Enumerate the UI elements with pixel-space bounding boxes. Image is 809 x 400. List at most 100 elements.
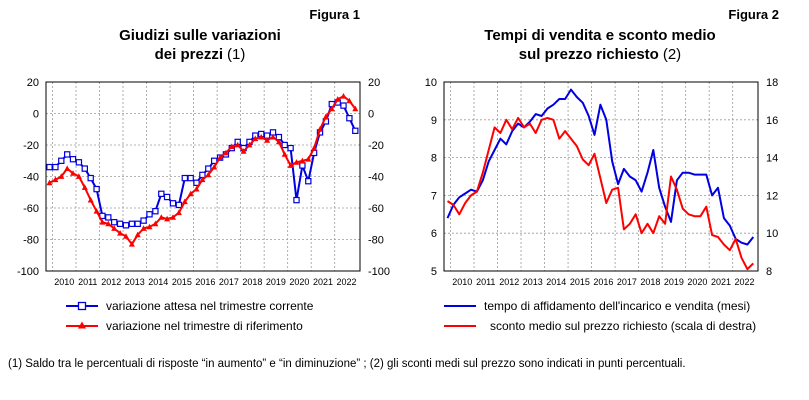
figure-1-y-axis-left-ticks: 20 0 -20 -40 -60 -80 -100 (17, 77, 39, 278)
data-point-triangle (111, 225, 118, 231)
data-point-triangle (352, 105, 359, 112)
x-tick-label: 2011 (78, 277, 97, 287)
figure-1-plot-frame (45, 81, 361, 272)
data-point-triangle (222, 149, 229, 156)
data-point-triangle (81, 184, 88, 190)
data-point-triangle (158, 214, 165, 220)
data-point-triangle (58, 173, 65, 179)
data-point-square (163, 193, 171, 201)
figure-1: Figura 1 Giudizi sulle variazioni dei pr… (17, 7, 390, 333)
data-point-square (58, 157, 65, 164)
data-point-triangle (175, 209, 182, 216)
data-point-square (52, 163, 59, 171)
x-tick-label: 2019 (664, 277, 684, 287)
x-tick-label: 2014 (546, 277, 566, 287)
x-tick-label: 2020 (687, 277, 707, 287)
data-point-square (211, 157, 218, 164)
data-point-square (175, 201, 183, 209)
x-tick-label: 2010 (54, 277, 74, 287)
x-tick-label: 2021 (711, 277, 731, 287)
figure-2-title-note: (2) (663, 46, 681, 63)
x-tick-label: 2019 (266, 277, 286, 287)
data-point-triangle (328, 105, 335, 112)
data-point-square (146, 211, 153, 218)
y-tick-left: 10 (425, 77, 437, 89)
data-point-triangle (123, 233, 129, 239)
data-point-square (46, 163, 53, 171)
data-point-triangle (293, 159, 300, 165)
y-tick-right: 8 (766, 266, 772, 278)
y-tick-left: -100 (17, 266, 39, 278)
y-tick-right: 10 (766, 228, 778, 240)
data-point-triangle (317, 126, 323, 132)
data-point-triangle (258, 133, 265, 140)
data-point-square (69, 156, 77, 163)
figure-1-x-axis-ticks: 2010 2011 2012 2013 2014 2015 2016 2017 2018 2019… (54, 277, 356, 287)
figure-2-series (446, 88, 755, 271)
data-point-triangle (240, 148, 247, 154)
figure-1-gridlines (46, 82, 360, 271)
series-line-red (49, 95, 357, 246)
data-point-triangle (281, 151, 288, 157)
x-tick-label: 2022 (734, 277, 754, 287)
data-point-square (93, 185, 100, 193)
x-tick-label: 2013 (523, 277, 543, 287)
y-tick-left: 6 (431, 228, 437, 240)
data-point-triangle (64, 165, 71, 171)
x-tick-label: 2016 (593, 277, 613, 287)
data-point-triangle (93, 208, 100, 214)
data-point-triangle (164, 215, 171, 222)
data-point-triangle (181, 198, 188, 205)
y-tick-right: 16 (766, 115, 778, 127)
y-tick-left: 5 (431, 266, 437, 278)
data-point-triangle (128, 241, 135, 247)
data-point-square (105, 214, 112, 221)
x-tick-label: 2018 (242, 277, 262, 287)
y-tick-left: -20 (23, 140, 39, 152)
figure-1-title-line2: dei prezzi (1) (155, 46, 246, 63)
x-tick-label: 2011 (476, 277, 495, 287)
data-point-square (287, 144, 294, 152)
x-tick-label: 2017 (617, 277, 637, 287)
x-tick-label: 2013 (125, 277, 145, 287)
series-line-blue (446, 88, 755, 246)
data-point-square (128, 220, 136, 227)
figure-1-title-line1: Giudizi sulle variazioni (119, 27, 281, 44)
x-tick-label: 2012 (499, 277, 519, 287)
data-point-square (193, 179, 200, 186)
data-point-square (116, 220, 124, 227)
y-tick-left: -60 (23, 203, 39, 215)
figure-1-legend: variazione attesa nel trimestre corrente… (66, 299, 314, 333)
legend-triangle-marker-icon (78, 321, 86, 329)
y-tick-right: 20 (368, 77, 380, 89)
data-point-triangle (340, 93, 347, 99)
data-point-triangle (205, 171, 212, 178)
data-point-triangle (140, 225, 147, 231)
data-point-triangle (252, 135, 259, 142)
figure-2-y-axis-right-ticks: 18 16 14 12 10 8 (766, 77, 778, 278)
data-point-square (81, 165, 88, 172)
data-point-square (110, 219, 118, 226)
data-point-triangle (134, 231, 141, 238)
y-tick-left: 9 (431, 115, 437, 127)
y-tick-right: -60 (368, 203, 384, 215)
x-tick-label: 2015 (172, 277, 192, 287)
data-point-triangle (305, 156, 312, 162)
data-point-triangle (46, 179, 53, 186)
data-point-square (187, 174, 194, 182)
x-tick-label: 2021 (313, 277, 333, 287)
figure-2-title-line2: sul prezzo richiesto (2) (519, 46, 681, 63)
y-tick-right: -100 (368, 266, 390, 278)
data-point-square (140, 217, 147, 224)
figure-2-title-line1: Tempi di vendita e sconto medio (484, 27, 715, 44)
y-tick-left: 7 (431, 190, 437, 202)
data-point-square (152, 208, 159, 215)
figure-1-y-axis-right-ticks: 20 0 -20 -40 -60 -80 -100 (368, 77, 390, 278)
data-point-triangle (211, 163, 218, 170)
data-point-triangle (228, 143, 235, 149)
figure-1-series (46, 93, 359, 247)
data-point-triangle (99, 219, 106, 225)
data-point-triangle (70, 170, 76, 176)
x-tick-label: 2015 (570, 277, 590, 287)
